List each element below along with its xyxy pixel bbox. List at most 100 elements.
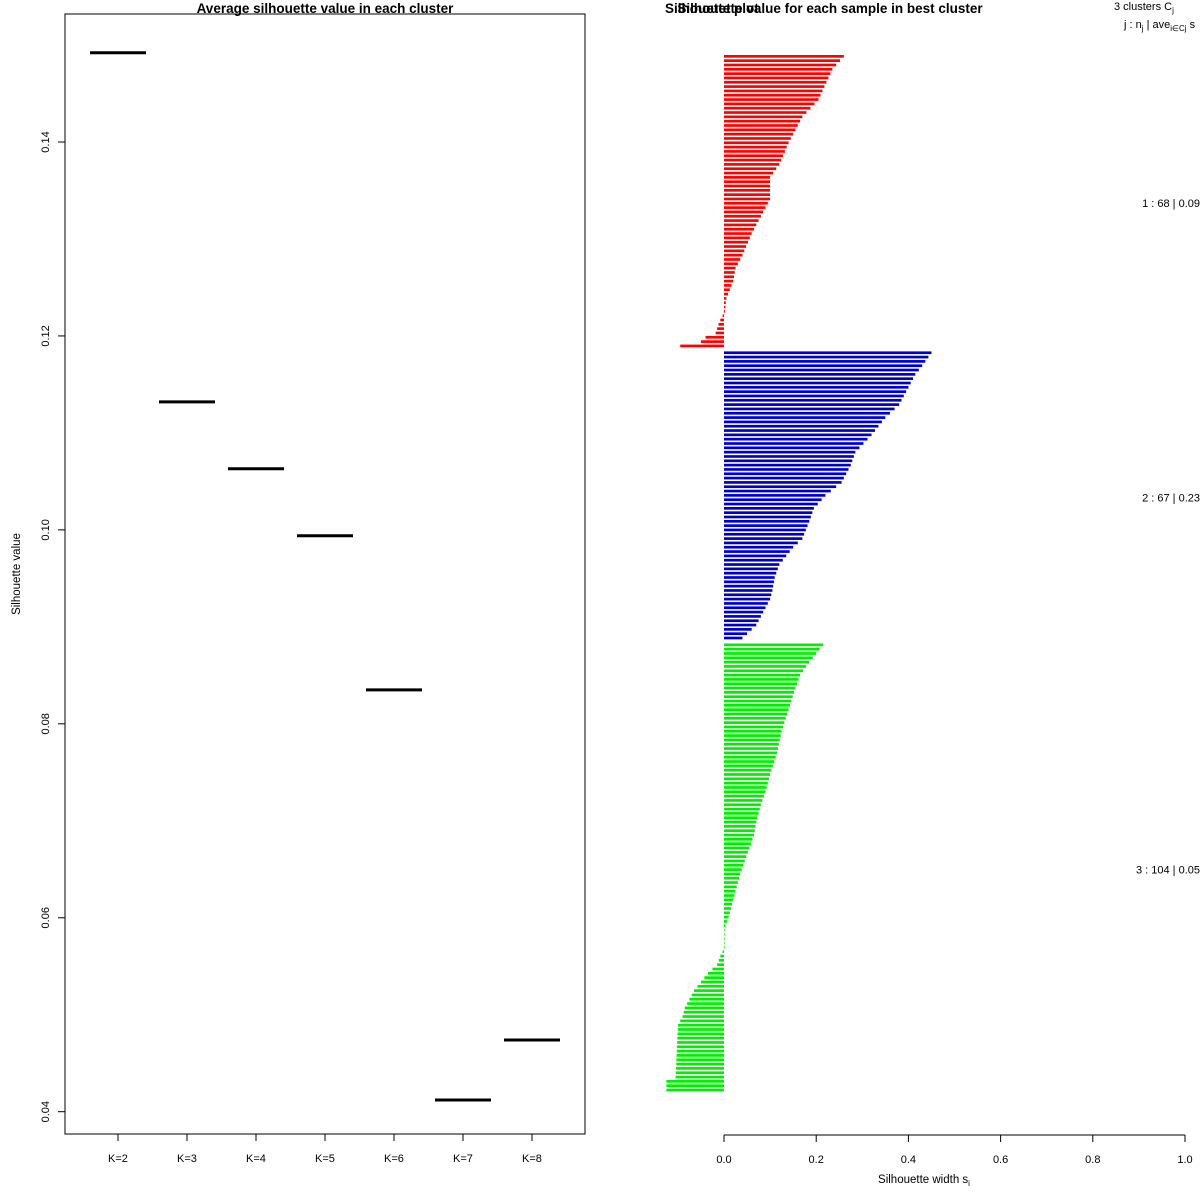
silhouette-bar [724, 907, 731, 910]
silhouette-bar [724, 837, 753, 841]
right-x-tick-label: 0.8 [1085, 1154, 1100, 1166]
cluster-summary-labels: 1 : 68 | 0.09 2 : 67 | 0.23 3 : 104 | 0.05 [1136, 198, 1200, 876]
silhouette-bar [724, 602, 768, 605]
silhouette-bar [683, 1010, 724, 1014]
right-x-axis-label-sub: i [968, 1179, 970, 1188]
right-chart-title: Silhouette value for each sample in best… [677, 1, 983, 16]
silhouette-bar [700, 340, 724, 343]
silhouette-bar [724, 85, 825, 88]
silhouette-bar [666, 1080, 724, 1083]
silhouette-bar [724, 89, 823, 93]
silhouette-bar [684, 1006, 724, 1010]
silhouette-bar [724, 472, 847, 476]
silhouette-bar [724, 695, 793, 699]
silhouette-bar [724, 699, 792, 703]
silhouette-bar [724, 751, 778, 755]
silhouette-bar [720, 954, 724, 958]
silhouette-bar [724, 360, 926, 363]
silhouette-bar [724, 76, 829, 80]
silhouette-bar [724, 708, 789, 712]
silhouette-bar [697, 984, 724, 988]
silhouette-bar [724, 580, 774, 584]
silhouette-bar [724, 271, 735, 274]
silhouette-bar [724, 933, 725, 936]
silhouette-bar [724, 850, 748, 854]
silhouette-bar [724, 210, 764, 214]
left-y-axis: 0.04 0.06 0.08 0.10 0.12 0.14 [40, 131, 66, 1122]
silhouette-bar [724, 163, 780, 166]
left-x-tick-label: K=8 [522, 1153, 542, 1165]
silhouette-bar [724, 258, 741, 261]
left-y-tick-label: 0.04 [40, 1101, 52, 1122]
cluster-1-bars [680, 55, 844, 348]
silhouette-bar [717, 327, 724, 330]
silhouette-bar [724, 463, 851, 467]
silhouette-bar [676, 1045, 724, 1049]
silhouette-bar [718, 959, 724, 962]
silhouette-bar [724, 301, 726, 305]
silhouette-bar [724, 825, 756, 828]
silhouette-bar [724, 615, 761, 618]
silhouette-bar [724, 682, 797, 686]
silhouette-bar [724, 72, 831, 75]
silhouette-bar [675, 1067, 724, 1070]
silhouette-bar [724, 373, 916, 376]
silhouette-bar [722, 314, 724, 318]
silhouette-bar [691, 993, 724, 997]
silhouette-bar [724, 145, 787, 149]
silhouette-bar [724, 67, 833, 71]
left-x-tick-label: K=4 [246, 1153, 266, 1165]
right-x-tick-label: 0.6 [993, 1154, 1008, 1166]
silhouette-bar [724, 214, 761, 218]
cluster-2-bars [724, 351, 932, 640]
left-y-tick-label: 0.14 [40, 131, 52, 152]
right-chart-title-overlap: Silhouette plot [665, 1, 759, 16]
silhouette-bar [724, 686, 796, 690]
silhouette-bar [724, 571, 777, 575]
silhouette-bar [724, 193, 771, 196]
silhouette-bar [724, 898, 734, 902]
silhouette-bar [724, 236, 750, 240]
silhouette-bar [724, 398, 902, 402]
silhouette-bar [724, 704, 790, 707]
silhouette-bar [724, 537, 803, 540]
silhouette-bar [724, 284, 732, 287]
silhouette-bar [724, 468, 849, 471]
left-x-tick-label: K=3 [177, 1153, 197, 1165]
left-y-tick-label: 0.12 [40, 325, 52, 346]
header-line2-mid-sub: i∈Cj [1170, 24, 1187, 33]
silhouette-bar [724, 799, 763, 802]
header-line1-sub: j [1171, 6, 1174, 15]
silhouette-bar [724, 476, 844, 480]
silhouette-bar [724, 691, 795, 694]
silhouette-bar [705, 335, 724, 339]
silhouette-bar [724, 781, 768, 785]
silhouette-bar [724, 842, 751, 845]
silhouette-bar [717, 963, 724, 967]
silhouette-bar [724, 820, 757, 824]
silhouette-bar [724, 545, 794, 549]
silhouette-bar [724, 124, 798, 127]
cluster-summary-label: 3 : 104 | 0.05 [1136, 864, 1200, 876]
left-y-tick-label: 0.10 [40, 519, 52, 540]
silhouette-bar [677, 1032, 724, 1036]
silhouette-bar [724, 924, 726, 928]
silhouette-bar [677, 1023, 724, 1027]
silhouette-bar [724, 245, 747, 248]
silhouette-bar [724, 98, 819, 101]
silhouette-bar [724, 446, 860, 450]
silhouette-bar [724, 377, 914, 381]
silhouette-bar [724, 262, 738, 266]
silhouette-bar [724, 524, 808, 527]
silhouette-bar [724, 507, 814, 510]
silhouette-bar [724, 812, 759, 815]
silhouette-bar [724, 176, 771, 179]
svg-text:3 clusters Cj: 3 clusters Cj [1114, 1, 1174, 15]
silhouette-bar [724, 894, 735, 897]
right-x-tick-label: 1.0 [1177, 1154, 1192, 1166]
silhouette-bar [677, 1028, 724, 1031]
silhouette-bar [724, 515, 811, 519]
silhouette-bar [712, 967, 724, 971]
silhouette-bar [724, 141, 789, 145]
